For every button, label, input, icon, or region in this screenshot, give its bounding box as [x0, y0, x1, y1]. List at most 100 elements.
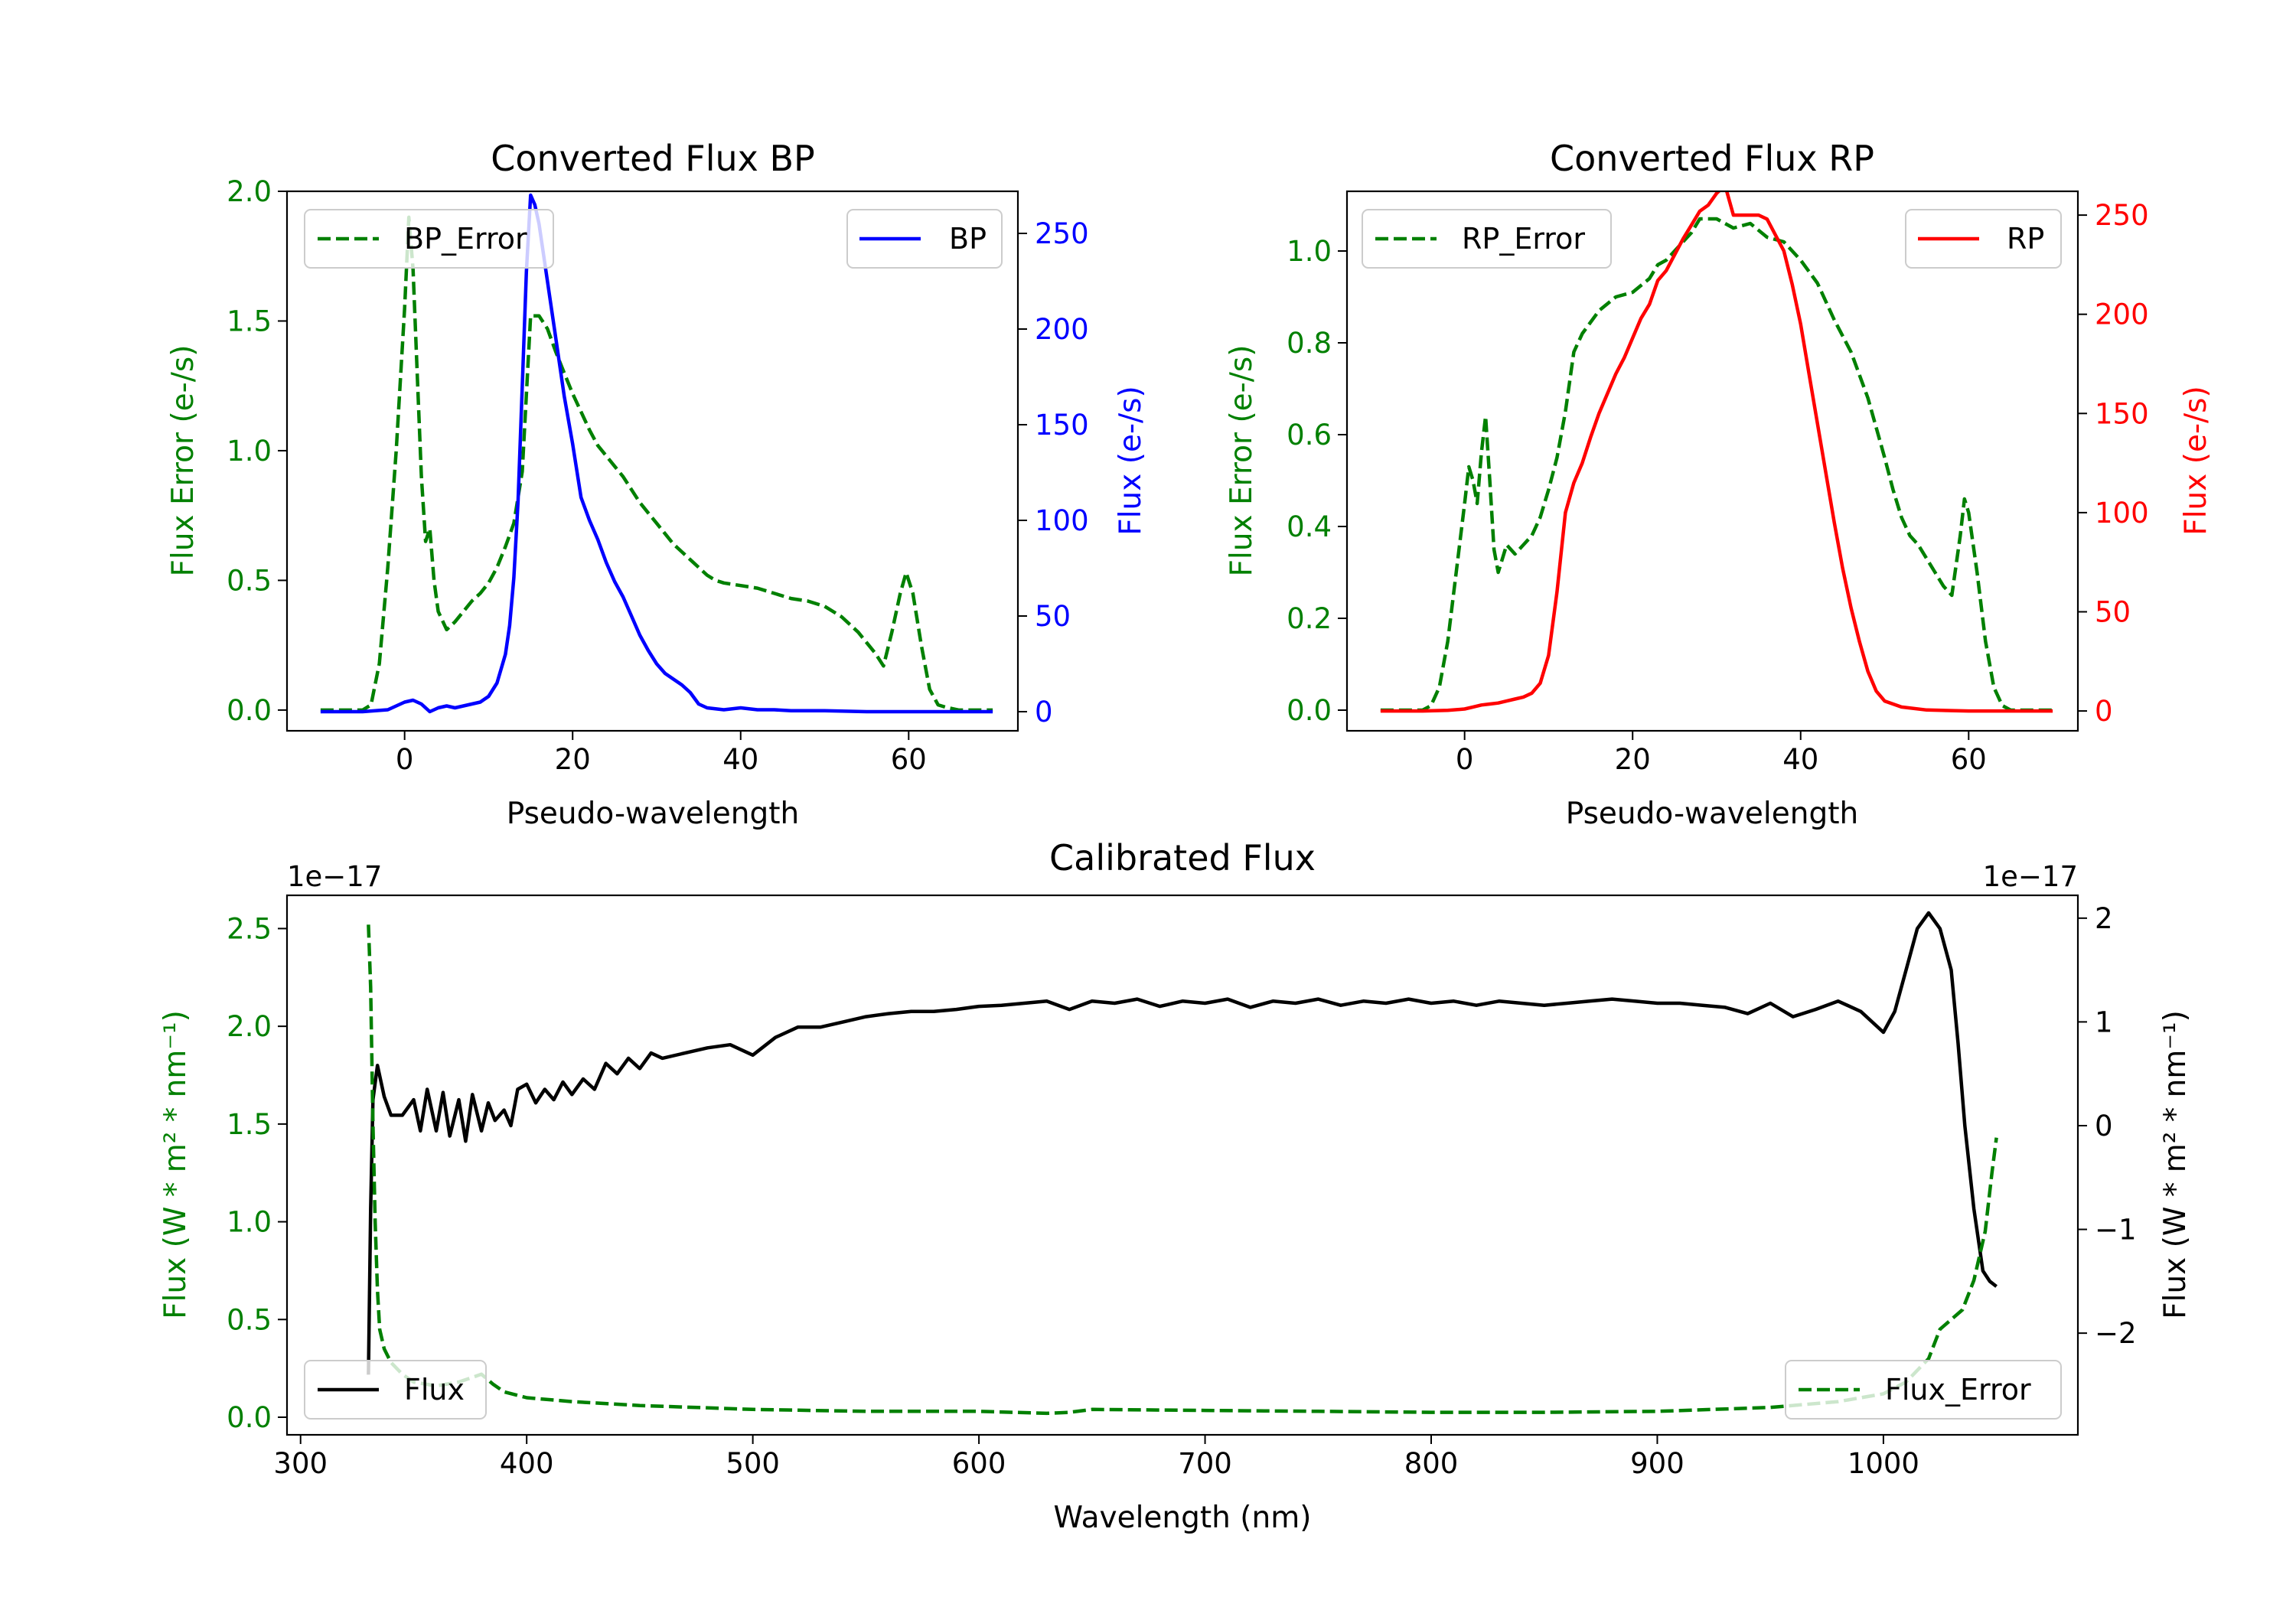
left-tick-label: 2.0: [227, 1010, 272, 1043]
left-tick-label: 0.2: [1287, 602, 1332, 635]
right-tick-label: 100: [1035, 504, 1089, 537]
calibrated-error-legend-box: [1785, 1360, 2062, 1420]
rp-x-ticks: 0 20 40 60: [1456, 731, 1987, 776]
calibrated-error-legend: Flux_Error: [1785, 1360, 2062, 1420]
x-tick-label: 60: [1951, 743, 1987, 776]
x-tick-label: 0: [1456, 743, 1474, 776]
bp-axes-frame: [285, 190, 1019, 732]
calibrated-flux-legend: Flux: [304, 1360, 487, 1420]
x-tick-label: 20: [1615, 743, 1651, 776]
right-tick-label: 0: [2095, 1110, 2113, 1143]
left-tick-label: 0.0: [227, 1401, 272, 1434]
left-tick-label: 0.4: [1287, 510, 1332, 543]
bp-x-ticks: 0 20 40 60: [396, 731, 927, 776]
bp-error-legend-label: BP_Error: [404, 222, 527, 256]
x-tick-label: 1000: [1848, 1447, 1919, 1480]
bp-left-axis-label: Flux Error (e-/s): [166, 345, 201, 577]
right-tick-label: 150: [1035, 409, 1089, 442]
left-tick-label: 2.0: [227, 175, 272, 208]
left-tick-label: 0.6: [1287, 419, 1332, 451]
cal-series-flux-error-line: [367, 924, 1998, 1416]
rp-error-legend-box: [1362, 209, 1612, 269]
x-tick-label: 40: [722, 743, 758, 776]
calibrated-right-axis-label: Flux (W * m² * nm⁻¹): [2158, 1010, 2193, 1319]
bp-error-legend-box: [304, 209, 554, 269]
calibrated-right-offset-text: 1e−17: [1983, 860, 2078, 893]
calibrated-flux-legend-box: [304, 1360, 487, 1420]
left-tick-label: 0.5: [227, 564, 272, 597]
rp-left-ticks: 0.0 0.2 0.4 0.6 0.8 1.0: [1287, 235, 1347, 727]
bp-right-axis-label: Flux (e-/s): [1114, 386, 1148, 535]
rp-chart-title: Converted Flux RP: [1550, 138, 1874, 179]
calibrated-left-axis-label: Flux (W * m² * nm⁻¹): [158, 1010, 193, 1319]
left-tick-label: 2.5: [227, 912, 272, 945]
rp-right-axis-label: Flux (e-/s): [2179, 386, 2213, 535]
rp-axes-frame: [1345, 190, 2079, 732]
calibrated-series-group: [367, 911, 1998, 1416]
rp-error-legend-label: RP_Error: [1462, 222, 1585, 256]
rp-legend-label: RP: [2007, 222, 2044, 256]
bp-series-bp-error-line: [320, 215, 993, 712]
left-tick-label: 1.5: [227, 1108, 272, 1141]
calibrated-flux-legend-label: Flux: [404, 1373, 465, 1407]
cal-series-flux-line: [367, 911, 1998, 1375]
bp-chart-panel: Converted Flux BP 0 20 40 60 0.0 0.5 1.0 1.5 2.…: [166, 138, 1148, 831]
rp-left-axis-label: Flux Error (e-/s): [1225, 345, 1259, 577]
right-tick-label: 150: [2095, 397, 2149, 430]
left-tick-label: 1.5: [227, 305, 272, 337]
bp-right-ticks: 0 50 100 150 200 250: [1018, 217, 1089, 729]
bp-series-group: [320, 193, 993, 714]
calibrated-chart-title: Calibrated Flux: [1049, 837, 1316, 878]
x-tick-label: 60: [891, 743, 927, 776]
x-tick-label: 500: [726, 1447, 780, 1480]
calibrated-left-ticks: 0.0 0.5 1.0 1.5 2.0 2.5: [227, 912, 287, 1434]
right-tick-label: 200: [2095, 298, 2149, 331]
left-tick-label: 0.8: [1287, 327, 1332, 360]
rp-chart-panel: Converted Flux RP 0 20 40 60 0.00.20.40.60.…: [1225, 138, 2213, 831]
rp-error-legend: RP_Error: [1362, 209, 1612, 269]
bp-error-legend: BP_Error: [304, 209, 554, 269]
x-tick-label: 20: [555, 743, 591, 776]
bp-chart-title: Converted Flux BP: [491, 138, 815, 179]
right-tick-label: 250: [2095, 199, 2149, 232]
left-tick-label: 0.0: [1287, 694, 1332, 727]
calibrated-chart-panel: Calibrated Flux 1e−17 1e−17 300 400 500 600…: [158, 837, 2193, 1535]
x-tick-label: 40: [1782, 743, 1818, 776]
left-tick-label: 1.0: [1287, 235, 1332, 268]
bp-x-axis-label: Pseudo-wavelength: [507, 797, 799, 831]
right-tick-label: 0: [2095, 695, 2113, 728]
right-tick-label: 250: [1035, 217, 1089, 250]
x-tick-label: 0: [396, 743, 414, 776]
x-tick-label: 900: [1630, 1447, 1684, 1480]
x-tick-label: 300: [273, 1447, 328, 1480]
x-tick-label: 800: [1404, 1447, 1459, 1480]
right-tick-label: 200: [1035, 313, 1089, 346]
right-tick-label: −2: [2095, 1317, 2137, 1350]
bp-legend-box: [846, 209, 1003, 269]
calibrated-x-ticks: 300 400 500 600 700 800 900 1000: [273, 1435, 1919, 1480]
calibrated-x-axis-label: Wavelength (nm): [1054, 1501, 1312, 1535]
rp-series-group: [1380, 191, 2053, 713]
left-tick-label: 1.0: [227, 435, 272, 468]
right-tick-label: 0: [1035, 696, 1053, 729]
x-tick-label: 400: [500, 1447, 554, 1480]
rp-legend-box: [1905, 209, 2062, 269]
right-tick-label: 1: [2095, 1006, 2113, 1038]
calibrated-right-ticks: −2 −1 0 1 2: [2078, 902, 2137, 1350]
left-tick-label: 0.5: [227, 1303, 272, 1336]
bp-legend: BP: [846, 209, 1003, 269]
calibrated-left-offset-text: 1e−17: [287, 860, 382, 893]
x-tick-label: 700: [1178, 1447, 1232, 1480]
rp-right-ticks: 0 50 100 150 200 250: [2078, 199, 2149, 728]
calibrated-error-legend-label: Flux_Error: [1885, 1373, 2031, 1407]
calibrated-axes-frame: [285, 894, 2079, 1436]
right-tick-label: 50: [2095, 595, 2131, 628]
bp-left-ticks: 0.0 0.5 1.0 1.5 2.0: [227, 175, 287, 727]
left-tick-label: 1.0: [227, 1206, 272, 1239]
rp-x-axis-label: Pseudo-wavelength: [1566, 797, 1858, 831]
left-tick-label: 0.0: [227, 694, 272, 727]
right-tick-label: 2: [2095, 902, 2113, 935]
right-tick-label: 100: [2095, 497, 2149, 530]
bp-legend-label: BP: [949, 222, 987, 256]
